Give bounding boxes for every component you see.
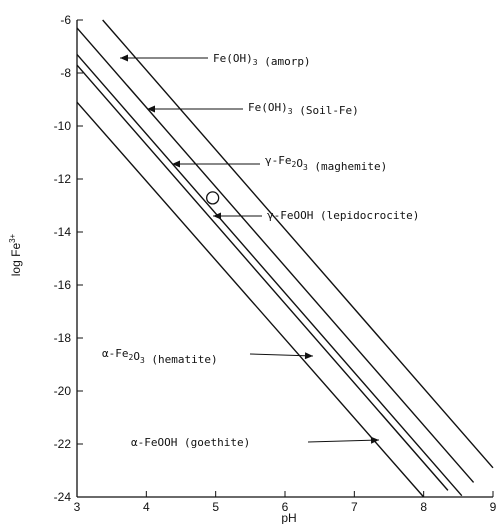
annotation-amorp: Fe(OH)3 (amorp)	[120, 52, 311, 68]
x-tick-label: 3	[74, 500, 81, 514]
y-tick-label: -10	[54, 119, 72, 133]
annotation-maghemite: γ-Fe2O3 (maghemite)	[172, 154, 387, 173]
marker-circle	[206, 191, 220, 205]
series-label-hematite: α-Fe2O3 (hematite)	[102, 347, 218, 366]
x-tick-label: 7	[351, 500, 358, 514]
y-tick-label: -16	[54, 278, 72, 292]
series-label-maghemite: γ-Fe2O3 (maghemite)	[265, 154, 387, 173]
x-tick-label: 4	[143, 500, 150, 514]
y-tick-label: -8	[60, 66, 71, 80]
series-label-goethite: α-FeOOH (goethite)	[131, 436, 250, 449]
series-line-hematite	[76, 101, 425, 498]
y-tick-label: -24	[54, 490, 72, 504]
axis-ticks: 3 4 5 6 7 8 9 -6 -8 -10 -12 -14 -16 -18 -20 -22 -24	[54, 13, 497, 514]
series-line-soil	[76, 27, 475, 483]
plot-frame	[76, 20, 493, 498]
y-tick-label: -6	[60, 13, 71, 27]
arrow-head	[172, 160, 180, 168]
arrow-head	[304, 352, 313, 360]
arrow-line	[249, 353, 314, 357]
series-label-lepidocrocite: γ-FeOOH (lepidocrocite)	[267, 209, 419, 222]
y-tick-label: -12	[54, 172, 72, 186]
arrow-line	[307, 439, 380, 443]
series-lines	[76, 19, 494, 498]
x-tick-label: 9	[490, 500, 497, 514]
y-tick-label: -22	[54, 437, 72, 451]
y-tick-label: -14	[54, 225, 72, 239]
x-tick-label: 5	[212, 500, 219, 514]
arrow-head	[120, 54, 128, 62]
x-tick-label: 8	[420, 500, 427, 514]
series-annotations: Fe(OH)3 (amorp) Fe(OH)3 (Soil-Fe) γ-Fe2O3 …	[102, 52, 419, 449]
series-line-maghemite	[76, 53, 463, 497]
series-line-lepidocrocite	[76, 64, 449, 491]
arrow-head	[213, 212, 221, 220]
annotation-lepidocrocite: γ-FeOOH (lepidocrocite)	[213, 209, 419, 222]
series-label-amorp: Fe(OH)3 (amorp)	[213, 52, 311, 68]
y-tick-label: -20	[54, 384, 72, 398]
y-tick-label: -18	[54, 331, 72, 345]
annotation-goethite: α-FeOOH (goethite)	[131, 436, 380, 449]
series-label-soil: Fe(OH)3 (Soil-Fe)	[248, 101, 359, 117]
x-axis-title: pH	[281, 511, 296, 524]
y-axis-title: log Fe3+	[8, 233, 23, 276]
series-line-amorp	[102, 19, 494, 469]
annotation-hematite: α-Fe2O3 (hematite)	[102, 347, 314, 366]
arrow-head	[147, 105, 155, 113]
x-tick-label: 6	[282, 500, 289, 514]
arrow-head	[370, 436, 379, 444]
annotation-soil: Fe(OH)3 (Soil-Fe)	[147, 101, 359, 117]
